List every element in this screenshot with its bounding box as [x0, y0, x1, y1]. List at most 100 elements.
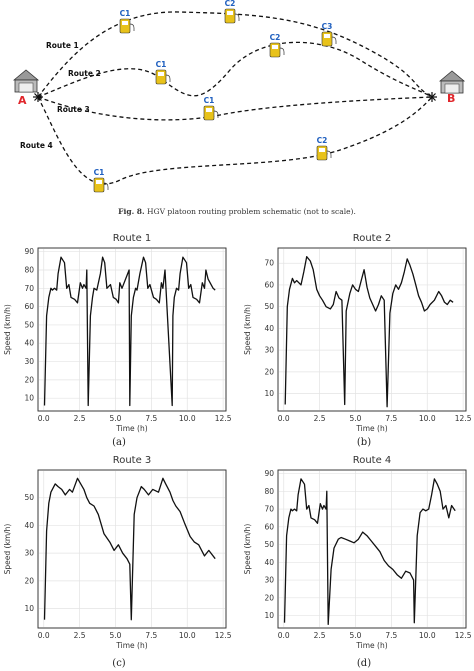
charger-icon	[119, 18, 135, 34]
plot-area	[37, 247, 227, 412]
x-axis-label: Time (h)	[115, 424, 147, 433]
y-tick-label: 20	[24, 576, 34, 585]
speed-chart-route-2: 0.0 2.5 5.0 7.5 10.0 12.5 10 20 30 40 50 60 70 Route …	[243, 233, 472, 433]
charging-station-route-2-c1: C1	[155, 60, 171, 85]
route-2-label: Route 2	[68, 69, 101, 78]
speed-chart-route-1: 0.0 2.5 5.0 7.5 10.0 12.5 10 20 30 40 50 60 70 80 90 Ro…	[3, 233, 232, 433]
y-tick-label: 50	[264, 302, 274, 311]
charging-station-route-3-c1: C1	[203, 96, 219, 121]
charger-icon	[93, 177, 109, 193]
station-label: C2	[225, 0, 236, 8]
x-tick-label: 0.0	[278, 414, 290, 423]
station-label: C1	[204, 96, 215, 105]
x-tick-label: 12.5	[215, 631, 232, 640]
y-tick-label: 50	[24, 320, 34, 329]
x-axis-label: Time (h)	[355, 424, 387, 433]
x-tick-label: 5.0	[110, 414, 122, 423]
route-1-label: Route 1	[46, 41, 79, 50]
route-3-path	[37, 96, 433, 121]
figure-caption: Fig. 8. HGV platoon routing problem sche…	[0, 207, 474, 216]
charger-icon	[269, 42, 285, 58]
speed-series-line	[43, 477, 216, 621]
x-tick-label: 2.5	[314, 414, 326, 423]
charger-icon	[224, 8, 240, 24]
y-tick-label: 70	[264, 505, 274, 514]
y-tick-label: 10	[264, 389, 274, 398]
x-tick-label: 12.5	[215, 414, 232, 423]
charger-icon	[321, 31, 337, 47]
routing-schematic: A B Route 1 Route 2 Route 3 Route 4 C1 C…	[12, 0, 466, 193]
origin-star-icon	[33, 92, 43, 102]
y-tick-label: 20	[24, 375, 34, 384]
x-tick-label: 5.0	[110, 631, 122, 640]
plot-frame	[37, 469, 227, 629]
station-label: C1	[120, 9, 131, 18]
destination-star-icon	[427, 92, 437, 102]
route-3-label: Route 3	[57, 105, 90, 114]
charger-icon	[155, 69, 171, 85]
figure-number: Fig. 8.	[118, 207, 145, 216]
y-tick-label: 80	[264, 487, 274, 496]
route-2-path	[37, 41, 433, 98]
y-tick-label: 70	[264, 259, 274, 268]
y-tick-label: 10	[24, 604, 34, 613]
chart-title: Route 4	[353, 455, 392, 466]
y-tick-label: 70	[24, 284, 34, 293]
x-tick-label: 2.5	[74, 631, 86, 640]
charging-station-route-4-c2: C2	[317, 136, 332, 161]
y-tick-label: 40	[24, 521, 34, 530]
x-tick-label: 10.0	[179, 414, 196, 423]
y-axis-label: Speed (km/h)	[3, 304, 12, 355]
plot-area	[277, 469, 467, 629]
x-tick-label: 0.0	[278, 631, 290, 640]
route-4-path	[37, 96, 433, 185]
y-axis-label: Speed (km/h)	[243, 524, 252, 575]
route-4-label: Route 4	[20, 141, 53, 150]
plot-frame	[37, 247, 227, 412]
plot-frame	[277, 469, 467, 629]
x-tick-label: 12.5	[455, 414, 472, 423]
y-axis-label: Speed (km/h)	[243, 304, 252, 355]
x-tick-label: 10.0	[179, 631, 196, 640]
y-tick-label: 60	[24, 302, 34, 311]
x-axis-label: Time (h)	[355, 641, 387, 650]
destination-label: B	[447, 92, 455, 105]
chart-title: Route 3	[113, 455, 152, 466]
charging-station-route-1-c1: C1	[119, 9, 135, 34]
x-tick-label: 12.5	[455, 631, 472, 640]
y-tick-label: 90	[24, 247, 34, 256]
y-tick-label: 40	[264, 558, 274, 567]
y-tick-label: 90	[264, 469, 274, 478]
x-tick-label: 10.0	[419, 631, 436, 640]
y-tick-label: 60	[264, 522, 274, 531]
x-tick-label: 10.0	[419, 414, 436, 423]
y-tick-label: 40	[24, 339, 34, 348]
y-axis-label: Speed (km/h)	[3, 524, 12, 575]
y-tick-label: 30	[264, 576, 274, 585]
y-tick-label: 10	[264, 611, 274, 620]
y-tick-label: 10	[24, 394, 34, 403]
y-tick-label: 30	[24, 357, 34, 366]
subfigure-label-b: (b)	[356, 437, 372, 448]
y-tick-label: 60	[264, 280, 274, 289]
y-tick-label: 20	[264, 367, 274, 376]
origin-node: A	[12, 69, 43, 107]
charging-station-route-1-c2: C2	[224, 0, 240, 24]
subfigure-label-a: (a)	[112, 437, 126, 448]
warehouse-icon	[12, 69, 40, 93]
charging-station-route-4-c1: C1	[93, 168, 109, 193]
figure-caption-text: HGV platoon routing problem schematic (n…	[147, 207, 356, 216]
y-tick-label: 50	[264, 540, 274, 549]
station-label: C2	[317, 136, 328, 145]
x-tick-label: 5.0	[350, 631, 362, 640]
station-label: C3	[322, 22, 333, 31]
y-tick-label: 30	[264, 346, 274, 355]
x-tick-label: 7.5	[385, 631, 397, 640]
destination-node: B	[427, 70, 466, 105]
charger-icon	[203, 105, 219, 121]
x-tick-label: 7.5	[385, 414, 397, 423]
station-label: C1	[156, 60, 167, 69]
x-tick-label: 0.0	[38, 414, 50, 423]
x-tick-label: 2.5	[314, 631, 326, 640]
subfigure-label-c: (c)	[112, 658, 126, 669]
